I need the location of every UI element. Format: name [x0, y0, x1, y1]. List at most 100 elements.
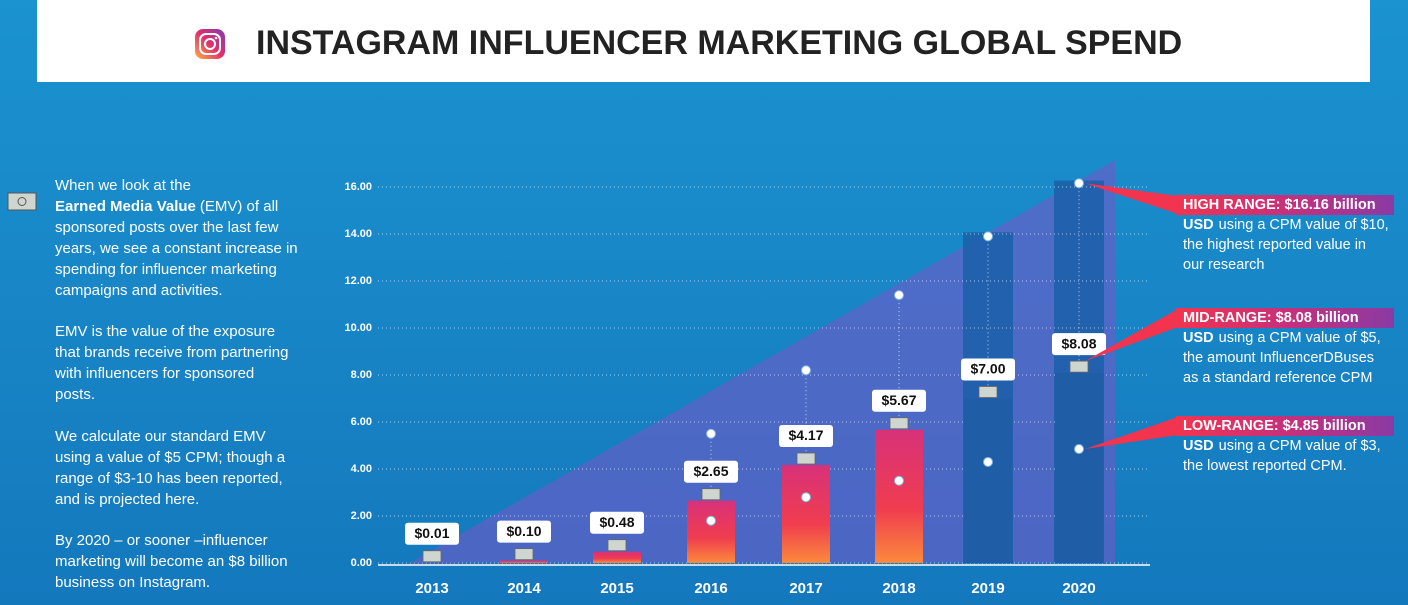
range-point — [983, 231, 993, 242]
x-tick-label: 2016 — [694, 580, 727, 597]
annotation-text: as a standard reference CPM — [1183, 370, 1372, 386]
y-tick-label: 14.00 — [344, 228, 372, 240]
annotation-text: the amount InfluencerDBuses — [1183, 350, 1374, 366]
range-point — [706, 428, 716, 439]
bar — [500, 560, 548, 563]
annotation-text: our research — [1183, 257, 1264, 273]
annotation-line: our research — [1183, 257, 1264, 273]
y-tick-label: 6.00 — [351, 416, 372, 428]
y-tick-label: 8.00 — [351, 369, 372, 381]
value-label: $7.00 — [970, 361, 1005, 377]
note-line: By 2020 – or sooner –influencer — [55, 532, 268, 549]
annotation-line: USD using a CPM value of $10, — [1183, 217, 1389, 233]
annotation-heading: MID-RANGE: $8.08 billion — [1183, 310, 1359, 326]
range-point — [706, 515, 716, 526]
note-line: campaigns and activities. — [55, 282, 223, 299]
note-line: that brands receive from partnering — [55, 344, 288, 361]
annotation-heading: LOW-RANGE: $4.85 billion — [1183, 418, 1366, 434]
x-tick-label: 2013 — [415, 580, 448, 597]
annotation-line: the amount InfluencerDBuses — [1183, 350, 1374, 366]
y-tick-label: 0.00 — [351, 557, 372, 569]
note-line: and is projected here. — [55, 491, 199, 508]
bar — [1055, 373, 1103, 563]
annotation-heading: HIGH RANGE: $16.16 billion — [1183, 197, 1376, 213]
note-line: years, we see a constant increase in — [55, 240, 298, 257]
annotation-text: using a CPM value of $10, — [1219, 217, 1389, 233]
annotation-text: the lowest reported CPM. — [1183, 458, 1347, 474]
value-label: $4.17 — [788, 427, 823, 443]
money-icon — [796, 452, 816, 465]
note-line: using a value of $5 CPM; though a — [55, 449, 286, 466]
value-label-box — [590, 511, 644, 534]
annotation-line: as a standard reference CPM — [1183, 370, 1372, 386]
annotation-text: the highest reported value in — [1183, 237, 1366, 253]
x-tick-label: 2014 — [507, 580, 541, 597]
x-tick-label: 2018 — [882, 580, 915, 597]
value-label: $5.67 — [881, 392, 916, 408]
heading-highlight — [1176, 416, 1394, 436]
annotation-line: the lowest reported CPM. — [1183, 458, 1347, 474]
value-label-box — [779, 425, 833, 448]
value-label-box — [1052, 333, 1106, 356]
bar — [593, 551, 641, 563]
note-text: (EMV) of all — [200, 198, 278, 215]
note-line: posts. — [55, 386, 95, 403]
value-label-box — [684, 460, 738, 483]
money-icon — [978, 386, 998, 398]
callout-pointer — [1085, 183, 1178, 214]
annotation-line: USD using a CPM value of $3, — [1183, 438, 1381, 454]
money-icon — [422, 550, 442, 563]
y-tick-label: 10.00 — [344, 322, 372, 334]
y-tick-label: 16.00 — [344, 181, 372, 193]
annotation-lead: USD — [1183, 330, 1214, 346]
money-icon — [514, 548, 534, 561]
range-point — [1074, 444, 1084, 455]
value-label-box — [405, 522, 459, 545]
note-line: marketing will become an $8 billion — [55, 553, 288, 570]
annotation-text: using a CPM value of $3, — [1219, 438, 1381, 454]
note-bold: Earned Media Value — [55, 198, 196, 215]
note-line: sponsored posts over the last few — [55, 219, 279, 236]
value-label: $0.10 — [506, 523, 541, 539]
instagram-icon — [195, 29, 225, 59]
chart-title: INSTAGRAM INFLUENCER MARKETING GLOBAL SP… — [256, 24, 1182, 62]
note-line: business on Instagram. — [55, 574, 210, 591]
x-tick-label: 2019 — [971, 580, 1004, 597]
value-label: $0.48 — [599, 514, 634, 530]
range-point — [983, 456, 993, 467]
annotation-line: the highest reported value in — [1183, 237, 1366, 253]
annotation-lead: USD — [1183, 217, 1214, 233]
note-line: We calculate our standard EMV — [55, 428, 266, 445]
y-tick-label: 4.00 — [351, 463, 372, 475]
bar — [782, 465, 830, 563]
note-line: Earned Media Value (EMV) of all — [55, 198, 278, 215]
note-line: spending for influencer marketing — [55, 261, 277, 278]
bar — [964, 398, 1012, 563]
title-band — [37, 0, 1370, 82]
callout-pointer — [1085, 309, 1178, 362]
annotation-line: USD using a CPM value of $5, — [1183, 330, 1381, 346]
money-icon — [7, 192, 37, 211]
range-point — [1074, 178, 1084, 189]
money-icon — [1069, 360, 1089, 373]
annotation-lead: USD — [1183, 438, 1214, 454]
money-icon — [607, 539, 627, 552]
notes: When we look at the Earned Media Value (EM… — [54, 177, 298, 591]
note-line: range of $3-10 has been reported, — [55, 470, 283, 487]
value-label: $8.08 — [1061, 335, 1096, 351]
range-area — [410, 160, 1115, 563]
value-label-box — [961, 358, 1015, 381]
x-tick-label: 2017 — [789, 580, 822, 597]
note-line: with influencers for sponsored — [54, 365, 254, 382]
value-label-box — [497, 520, 551, 543]
range-point — [801, 365, 811, 376]
value-label: $0.01 — [414, 525, 449, 541]
callout-pointer — [1085, 417, 1178, 450]
heading-highlight — [1176, 195, 1394, 215]
range-point — [801, 492, 811, 503]
bar — [875, 429, 923, 563]
range-point — [894, 475, 904, 486]
annotation-text: using a CPM value of $5, — [1219, 330, 1381, 346]
